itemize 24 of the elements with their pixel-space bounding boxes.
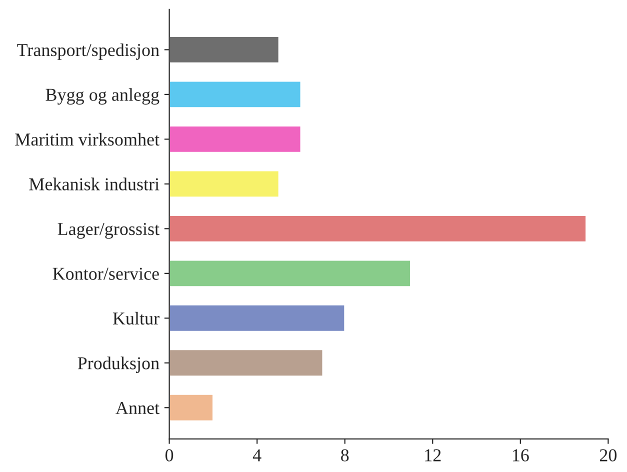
y-tick-label: Maritim virksomhet (15, 132, 160, 146)
x-tick-label: 20 (600, 449, 617, 462)
bar (169, 125, 302, 154)
bar (169, 80, 302, 109)
y-tick-label: Bygg og anlegg (46, 88, 160, 105)
bar (169, 304, 346, 332)
x-tick-label: 12 (425, 449, 441, 462)
x-tick-label: 0 (165, 449, 174, 462)
x-tick-label: 16 (512, 449, 529, 462)
bar (169, 394, 214, 422)
y-tick-label: Annet (116, 402, 160, 414)
y-tick-label: Produksjon (78, 356, 160, 374)
bar (169, 214, 587, 243)
x-tick-label: 4 (252, 449, 262, 462)
y-tick-label: Mekanisk industri (29, 178, 160, 190)
y-tick-label: Transport/spedisjon (17, 43, 160, 60)
y-tick-label: Kultur (112, 312, 160, 325)
bar (169, 36, 280, 64)
bar (169, 170, 280, 198)
x-tick-label: 8 (341, 449, 349, 462)
bar (169, 259, 412, 288)
y-tick-label: Lager/grossist (58, 222, 160, 239)
y-tick-label: Kontor/service (52, 268, 159, 280)
bar (169, 348, 324, 378)
